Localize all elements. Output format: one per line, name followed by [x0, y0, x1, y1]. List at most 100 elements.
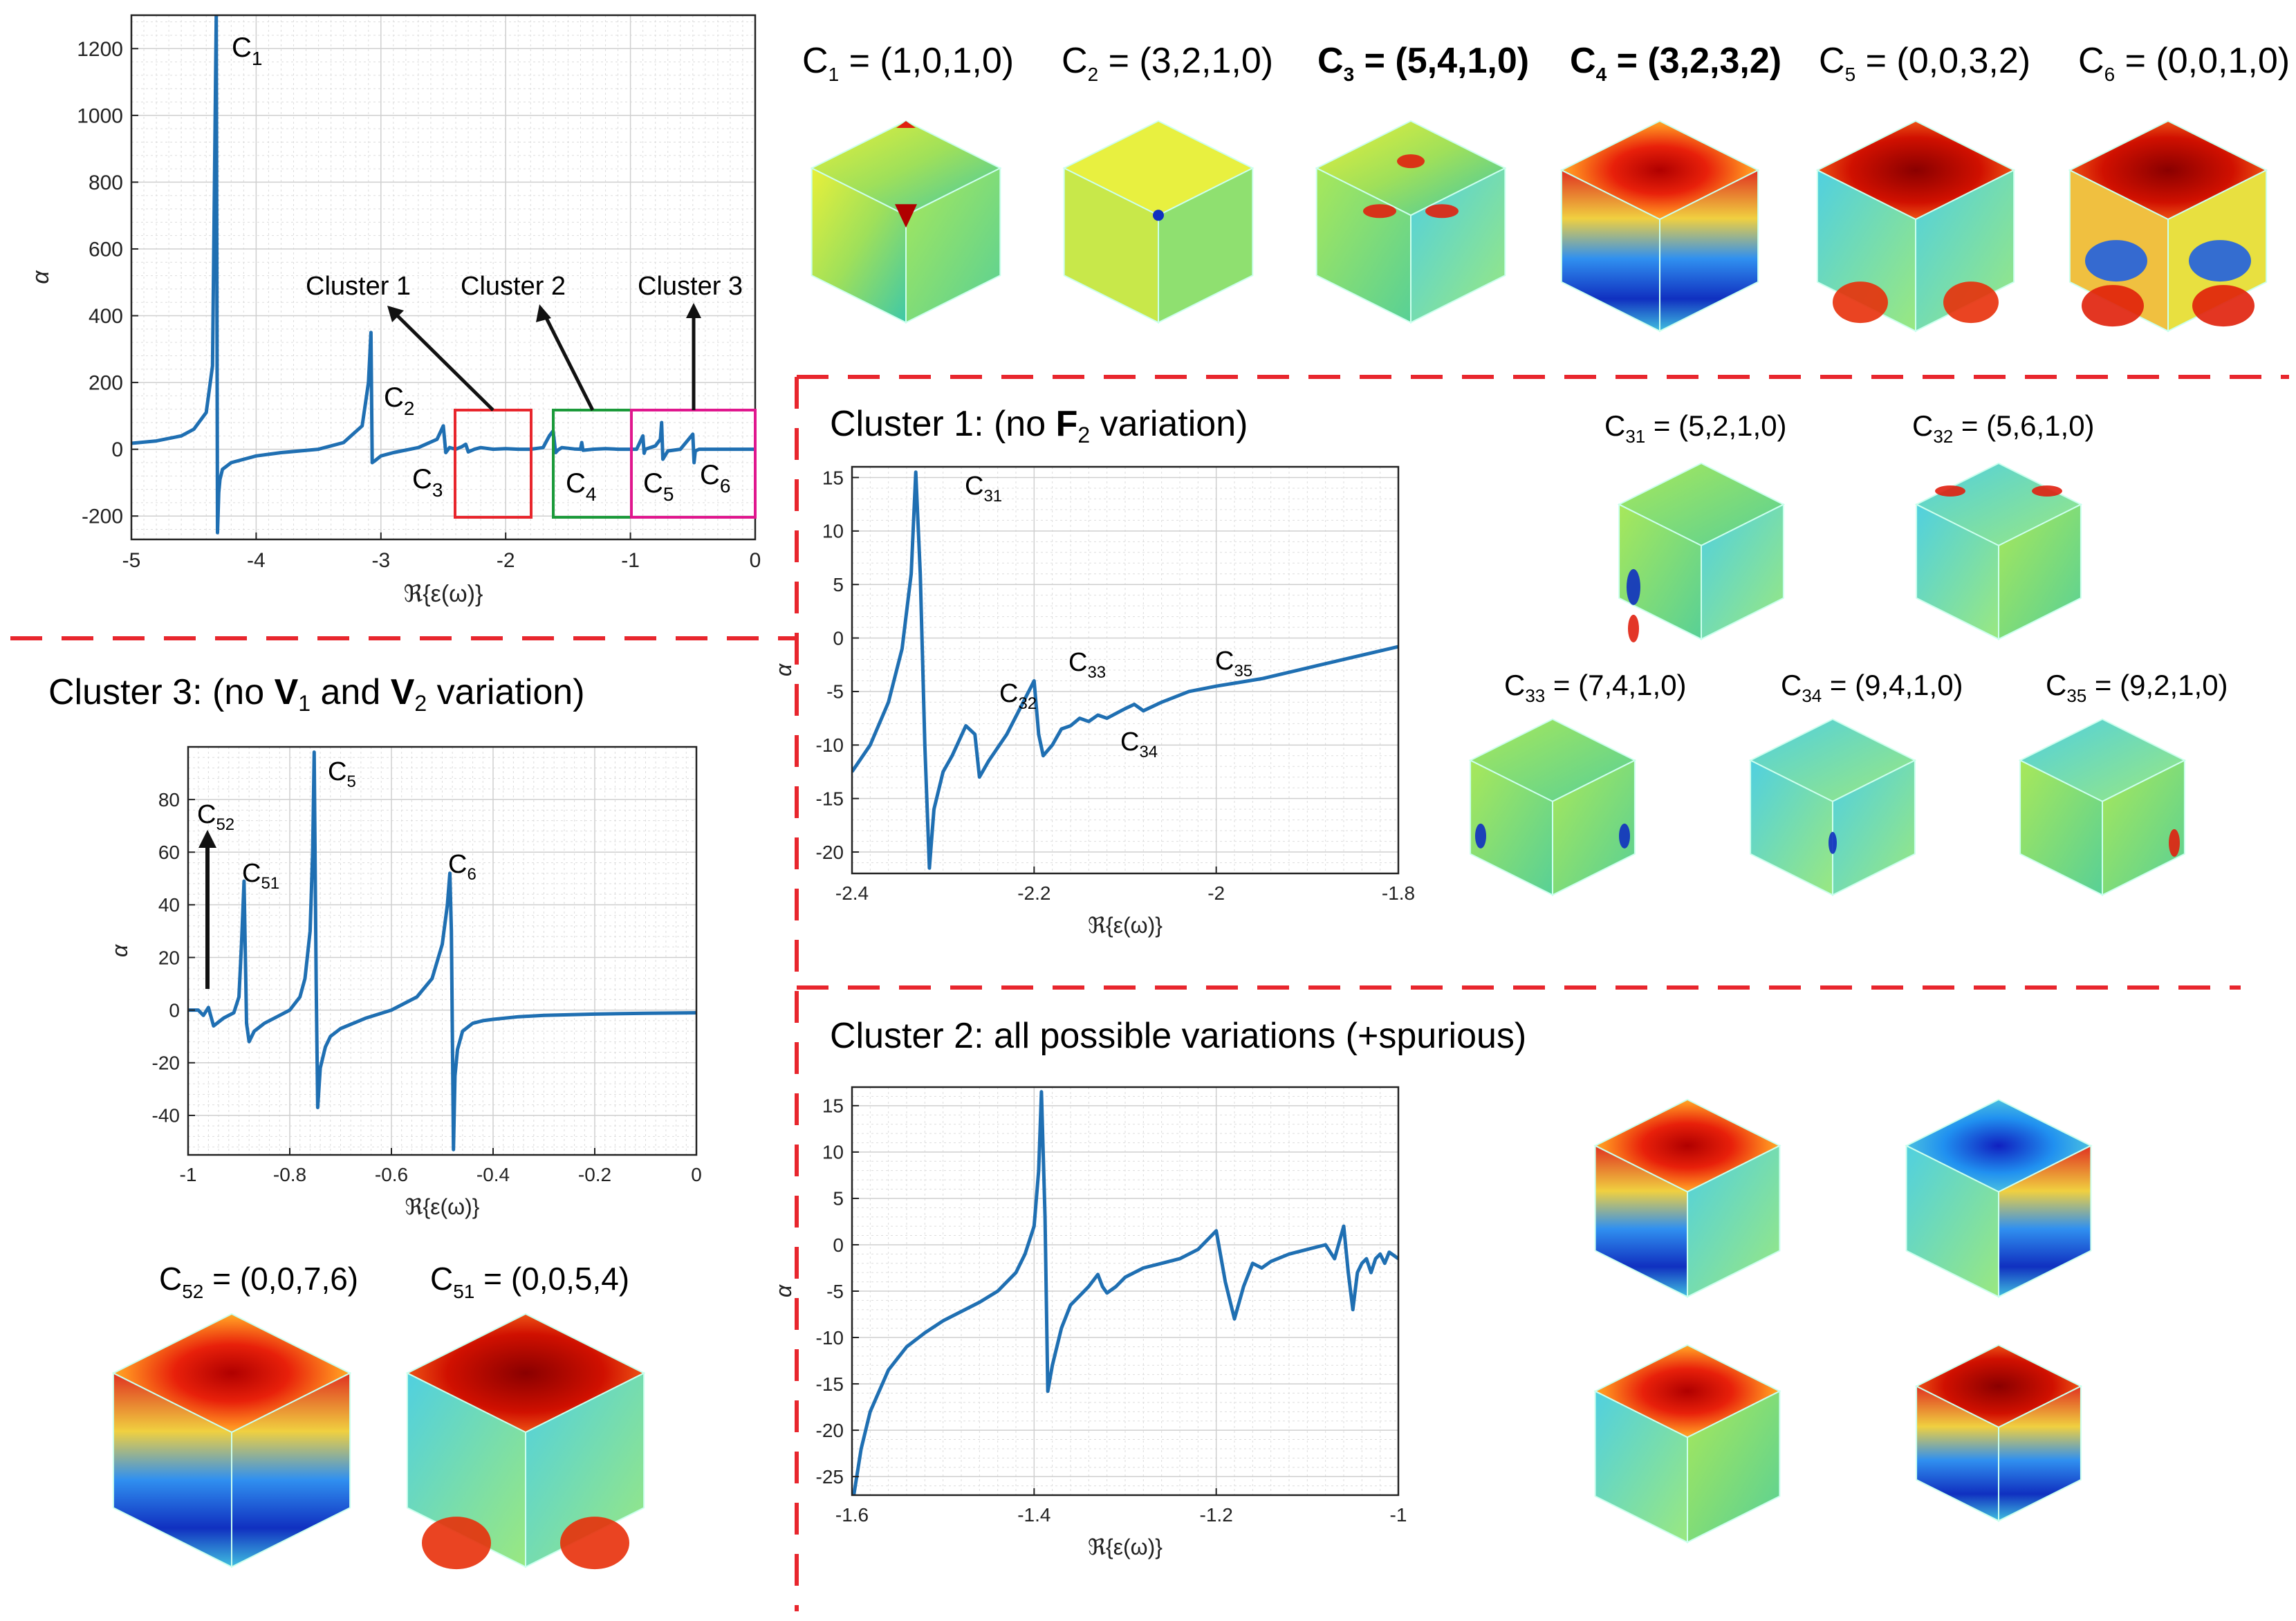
y-tick-label: -10 [816, 1327, 844, 1349]
label-c1: C1 [232, 33, 262, 69]
arrowhead-cluster1 [387, 306, 404, 322]
mode-label-c3: C3 = (5,4,1,0) [1317, 41, 1529, 85]
y-tick-label: 600 [89, 238, 123, 261]
mode-cube-c3 [1315, 120, 1507, 324]
mode-cube-images [111, 120, 2268, 1570]
arrow-cluster1 [391, 310, 494, 411]
y-tick-label: 0 [169, 999, 180, 1021]
x-tick-label: -0.2 [578, 1164, 611, 1185]
label-c6-sub: C6 [448, 850, 476, 884]
y-tick-label: -40 [152, 1105, 180, 1127]
x-tick-label: -2.2 [1017, 882, 1050, 904]
mode-label-c6: C6 = (0,0,1,0) [2078, 41, 2290, 85]
mode-cube-c32 [1914, 462, 2083, 640]
cluster3-callout: Cluster 3 [638, 272, 743, 301]
label-c5: C5 [643, 468, 674, 505]
x-tick-label: -1.2 [1200, 1504, 1233, 1526]
y-tick-label: 1000 [77, 104, 123, 127]
x-tick-label: 0 [750, 549, 761, 572]
mode-label-c35: C35 = (9,2,1,0) [2046, 669, 2228, 706]
cluster2-title: Cluster 2: all possible variations (+spu… [830, 1016, 1526, 1056]
x-tick-label: -1 [621, 549, 640, 572]
mode-cube-cluster2-b [1905, 1098, 2093, 1298]
x-tick-label: -0.8 [273, 1164, 306, 1185]
mode-cube-c5 [1815, 120, 2016, 333]
y-axis-label: α [771, 1284, 796, 1297]
arrowhead-cluster3 [686, 303, 701, 318]
plot-frame [130, 14, 757, 541]
x-tick-label: -1.4 [1017, 1504, 1050, 1526]
y-tick-label: 0 [833, 1234, 844, 1256]
y-tick-label: 5 [833, 1188, 844, 1210]
y-tick-label: 0 [833, 627, 844, 649]
y-axis-label: α [771, 663, 796, 676]
cluster1-title: Cluster 1: (no F2 variation) [830, 404, 1248, 447]
mode-cube-c2 [1062, 120, 1255, 324]
mode-cube-c34 [1748, 718, 1917, 896]
label-c32: C32 [999, 679, 1037, 713]
y-tick-label: 10 [822, 1142, 844, 1163]
cluster2-callout: Cluster 2 [461, 272, 566, 301]
y-tick-label: -15 [816, 788, 844, 809]
y-axis-label: α [28, 270, 54, 284]
mode-labels-top: C1 = (1,0,1,0) C2 = (3,2,1,0) C3 = (5,4,… [802, 41, 2290, 85]
plot-frame [187, 745, 698, 1156]
series-line-alpha [852, 470, 1398, 870]
label-c31: C31 [965, 472, 1002, 506]
x-tick-label: -0.6 [375, 1164, 408, 1185]
y-tick-label: -15 [816, 1373, 844, 1395]
x-tick-label: -5 [122, 549, 141, 572]
cluster2-chart: -1.6 -1.4 -1.2 -1 -25 -20 -15 -10 -5 0 5 10 15 ℜ{ε(ω)… [771, 1086, 1407, 1559]
cluster3-title: Cluster 3: (no V1 and V2 variation) [48, 672, 585, 716]
main-chart: -5 -4 -3 -2 -1 0 -200 0 200 400 600 800 1000 1200 ℜ{ε(… [28, 14, 761, 607]
cluster1-chart: -2.4 -2.2 -2 -1.8 -20 -15 -10 -5 0 5 10 15 ℜ{ε(ω)} α [771, 465, 1415, 938]
plot-frame [851, 465, 1400, 875]
mode-label-c52: C52 = (0,0,7,6) [159, 1261, 358, 1302]
mode-label-c33: C33 = (7,4,1,0) [1504, 669, 1687, 706]
y-tick-label: -20 [816, 842, 844, 863]
mode-cube-c35 [2018, 718, 2187, 896]
label-c52: C52 [197, 800, 234, 834]
mode-labels-cluster1: C31 = (5,2,1,0) C32 = (5,6,1,0) C33 = (7… [1504, 409, 2228, 706]
x-tick-label: -1.6 [835, 1504, 869, 1526]
y-tick-label: 60 [158, 842, 180, 863]
mode-label-c5: C5 = (0,0,3,2) [1819, 41, 2030, 85]
y-axis-label: α [107, 944, 132, 957]
arrowhead-c52 [198, 830, 216, 848]
cluster1-annotations: C31 C32 C33 C34 C35 [965, 472, 1252, 761]
series-line-alpha [131, 15, 755, 535]
mode-cube-c1 [810, 120, 1002, 324]
mode-labels-cluster3: C52 = (0,0,7,6) C51 = (0,0,5,4) [159, 1261, 629, 1302]
x-axis-label: ℜ{ε(ω)} [1088, 913, 1163, 938]
label-c35: C35 [1215, 647, 1252, 680]
label-c33: C33 [1068, 648, 1106, 682]
label-c3: C3 [412, 464, 443, 501]
y-tick-label: 40 [158, 894, 180, 916]
x-tick-label: -1.8 [1382, 882, 1415, 904]
x-axis-label: ℜ{ε(ω)} [404, 581, 483, 607]
y-tick-label: 1200 [77, 38, 123, 61]
mode-cube-c6 [2068, 120, 2268, 333]
y-tick-label: -10 [816, 734, 844, 756]
mode-cube-c31 [1617, 462, 1786, 642]
y-tick-label: 80 [158, 789, 180, 810]
x-tick-label: -1 [1390, 1504, 1407, 1526]
y-tick-label: -5 [826, 681, 844, 703]
arrow-cluster2 [541, 310, 595, 411]
cluster3-chart: -1 -0.8 -0.6 -0.4 -0.2 0 -40 -20 0 20 40 60 80 ℜ{ε(ω)… [107, 745, 702, 1219]
y-tick-label: -25 [816, 1466, 844, 1488]
mode-label-c2: C2 = (3,2,1,0) [1062, 41, 1273, 85]
y-tick-label: -200 [82, 506, 123, 528]
y-tick-label: -20 [152, 1053, 180, 1074]
y-tick-label: 200 [89, 372, 123, 395]
mode-cube-c33 [1468, 718, 1637, 896]
x-tick-label: -4 [247, 549, 266, 572]
label-c34: C34 [1120, 728, 1158, 761]
series-line-alpha [852, 1090, 1398, 1495]
mode-label-c1: C1 = (1,0,1,0) [802, 41, 1014, 85]
series-line-alpha [188, 750, 696, 1151]
mode-label-c31: C31 = (5,2,1,0) [1604, 409, 1787, 447]
y-tick-label: 20 [158, 947, 180, 968]
mode-cube-c4 [1559, 120, 1760, 333]
